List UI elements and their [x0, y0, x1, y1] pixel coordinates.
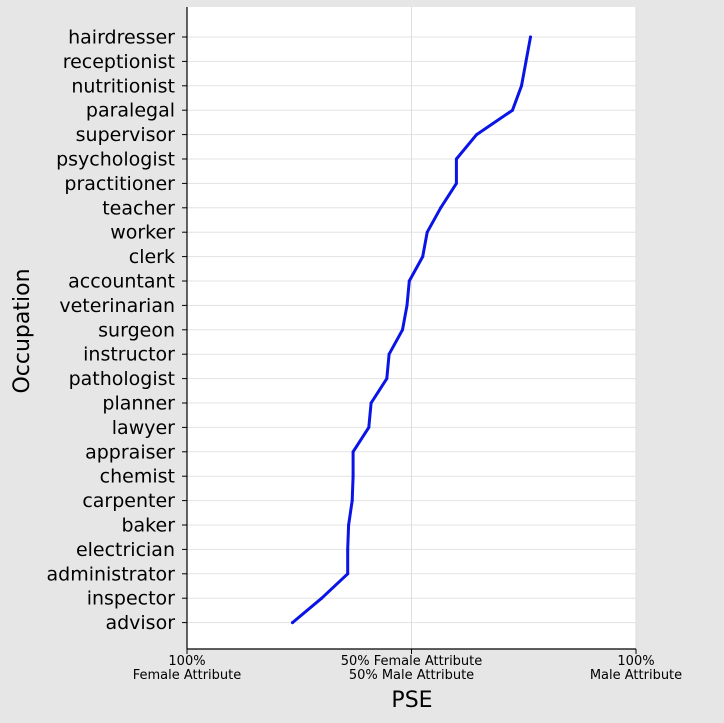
y-tick-label: baker	[121, 515, 175, 537]
data-point-lawyer	[367, 425, 371, 429]
data-point-accountant	[407, 279, 411, 283]
data-point-supervisor	[475, 133, 479, 137]
axes	[182, 7, 637, 654]
data-point-receptionist	[524, 59, 528, 63]
y-tick-label: hairdresser	[68, 27, 175, 49]
x-tick-label: 100%	[617, 654, 654, 669]
y-tick-label: receptionist	[63, 51, 175, 73]
data-point-psychologist	[454, 157, 458, 161]
data-point-inspector	[320, 596, 324, 600]
y-tick-label: advisor	[105, 612, 175, 634]
x-tick-label: Male Attribute	[590, 668, 682, 683]
y-tick-label: lawyer	[112, 417, 175, 439]
data-point-paralegal	[511, 108, 515, 112]
data-point-surgeon	[401, 328, 405, 332]
x-tick-label: 100%	[168, 654, 205, 669]
y-tick-label: surgeon	[98, 319, 175, 341]
y-tick-label: clerk	[129, 246, 175, 268]
y-tick-label: administrator	[46, 563, 175, 585]
x-tick-label: 50% Male Attribute	[349, 668, 474, 683]
y-tick-label: worker	[110, 222, 175, 244]
y-tick-label: nutritionist	[71, 75, 175, 97]
x-axis-label: PSE	[391, 688, 432, 713]
y-tick-label: practitioner	[64, 173, 175, 195]
y-tick-label: paralegal	[86, 100, 175, 122]
data-point-clerk	[421, 255, 425, 259]
y-tick-label: instructor	[83, 344, 175, 366]
y-tick-label: inspector	[87, 588, 175, 610]
data-point-carpenter	[350, 499, 354, 503]
data-point-baker	[347, 523, 351, 527]
x-tick-label: Female Attribute	[133, 668, 242, 683]
y-tick-label: electrician	[76, 539, 175, 561]
series-layer	[291, 35, 532, 625]
y-tick-label: psychologist	[56, 149, 175, 171]
y-tick-label: planner	[102, 393, 175, 415]
y-tick-label: pathologist	[69, 368, 175, 390]
data-point-administrator	[346, 572, 350, 576]
data-point-advisor	[291, 621, 295, 625]
gridlines	[186, 7, 637, 649]
data-point-appraiser	[351, 450, 355, 454]
y-tick-label: chemist	[100, 466, 175, 488]
y-tick-label: accountant	[68, 271, 175, 293]
data-point-chemist	[351, 474, 355, 478]
y-tick-label: appraiser	[85, 441, 175, 463]
data-point-hairdresser	[528, 35, 532, 39]
data-point-pathologist	[385, 377, 389, 381]
data-point-practitioner	[454, 181, 458, 185]
data-point-veterinarian	[405, 303, 409, 307]
y-tick-label: teacher	[102, 197, 175, 219]
data-point-planner	[369, 401, 373, 405]
data-point-nutritionist	[520, 84, 524, 88]
x-tick-label: 50% Female Attribute	[341, 654, 483, 669]
y-tick-label: veterinarian	[59, 295, 175, 317]
data-point-teacher	[439, 206, 443, 210]
y-tick-label: carpenter	[82, 490, 175, 512]
y-axis-label: Occupation	[10, 268, 35, 393]
data-point-worker	[425, 230, 429, 234]
y-tick-label: supervisor	[76, 124, 176, 146]
data-point-instructor	[387, 352, 391, 356]
data-point-electrician	[346, 547, 350, 551]
